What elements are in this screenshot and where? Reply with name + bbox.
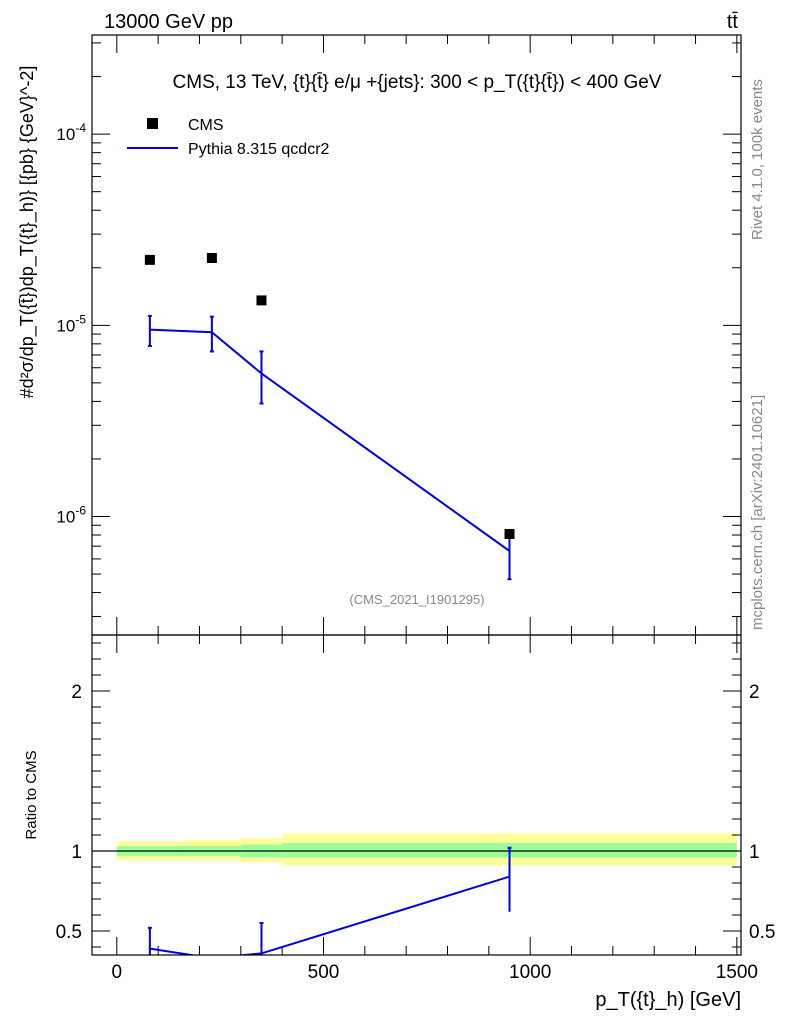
cms-point bbox=[504, 529, 515, 540]
x-axis-label: p_T({t}_h) [GeV] bbox=[595, 989, 741, 1011]
x-tick-label: 1000 bbox=[509, 962, 551, 983]
ratio-panel: 0.5 0.5 1 1 2 2 0 500 1000 1500 Ratio to CMS p_T(… bbox=[23, 634, 775, 1011]
cms-point bbox=[144, 254, 155, 265]
ratio-pythia-line bbox=[149, 875, 510, 955]
legend-cms-marker bbox=[147, 118, 158, 129]
main-panel: 10-4 10-5 10-6 CMS, 13 TeV, {t}{t̄} e/μ +{… bbox=[17, 34, 742, 636]
ratio-y-tick-label-right: 0.5 bbox=[749, 922, 775, 943]
legend-pythia-label: Pythia 8.315 qcdcr2 bbox=[188, 141, 330, 158]
ratio-y-tick-label-left: 0.5 bbox=[56, 922, 82, 943]
header-left: 13000 GeV pp bbox=[104, 11, 233, 33]
main-y-axis-label: #d²σ/dp_T({t̄})dp_T({t}_h)} [{pb} {GeV}^… bbox=[17, 66, 38, 399]
ratio-y-tick-label-left: 1 bbox=[71, 842, 82, 863]
main-y-tick-label: 10-4 bbox=[56, 121, 86, 144]
cms-point bbox=[256, 295, 267, 306]
main-y-ticks: 10-4 10-5 10-6 bbox=[56, 35, 741, 635]
ratio-y-tick-label-right: 2 bbox=[749, 682, 760, 703]
cms-point bbox=[206, 252, 217, 263]
ratio-bands bbox=[92, 833, 741, 866]
analysis-id: (CMS_2021_I1901295) bbox=[349, 592, 484, 607]
pythia-line bbox=[149, 328, 511, 552]
mcplots-label: mcplots.cern.ch [arXiv:2401.10621] bbox=[749, 395, 766, 630]
ratio-y-axis-label: Ratio to CMS bbox=[23, 750, 40, 839]
legend-cms-label: CMS bbox=[188, 117, 224, 134]
main-series bbox=[144, 252, 515, 581]
ratio-y-tick-label-left: 2 bbox=[71, 682, 82, 703]
legend: CMS Pythia 8.315 qcdcr2 bbox=[127, 117, 330, 158]
ratio-series bbox=[147, 846, 512, 955]
ratio-ticks: 0.5 0.5 1 1 2 2 0 500 1000 1500 bbox=[56, 635, 775, 983]
x-tick-label: 1500 bbox=[716, 962, 758, 983]
rivet-label: Rivet 4.1.0, 100k events bbox=[749, 79, 766, 240]
header-right: tt̄ bbox=[727, 11, 739, 33]
x-tick-label: 0 bbox=[112, 962, 123, 983]
x-tick-label: 500 bbox=[308, 962, 340, 983]
main-y-tick-label: 10-5 bbox=[56, 312, 86, 335]
ratio-frame bbox=[91, 634, 742, 956]
main-y-tick-label: 10-6 bbox=[56, 504, 86, 527]
ratio-y-tick-label-right: 1 bbox=[749, 842, 760, 863]
plot-title: CMS, 13 TeV, {t}{t̄} e/μ +{jets}: 300 < … bbox=[173, 72, 662, 93]
